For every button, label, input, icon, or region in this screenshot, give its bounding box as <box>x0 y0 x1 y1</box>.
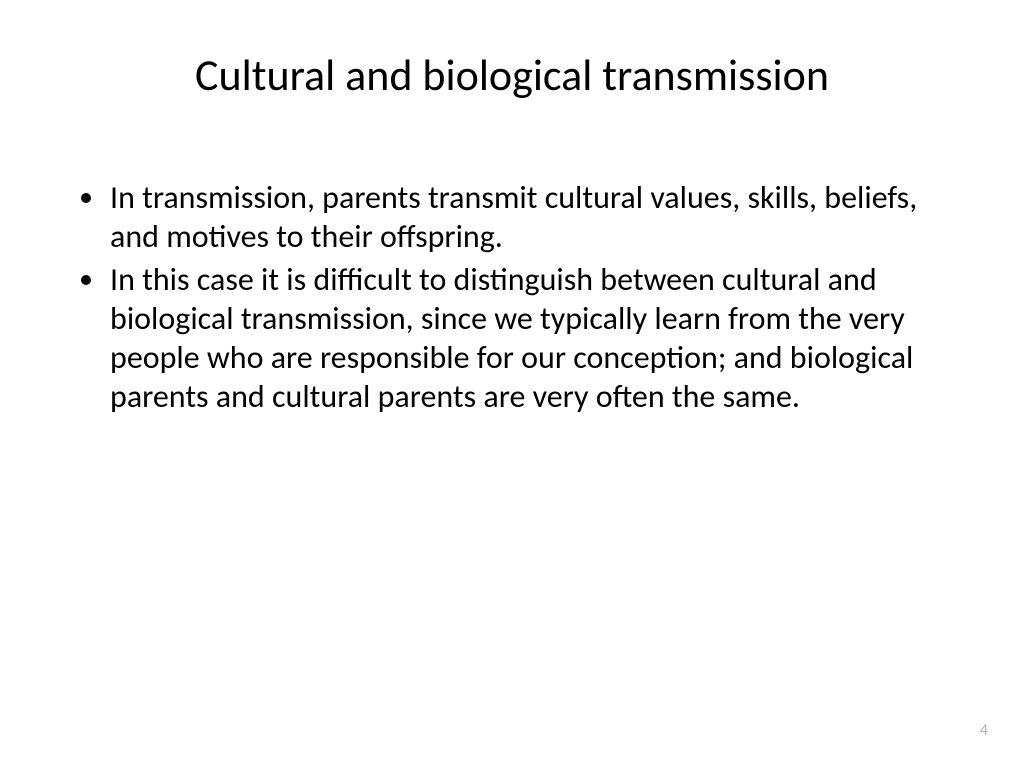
bullet-item: In transmission, parents transmit cultur… <box>108 178 954 256</box>
page-number: 4 <box>980 721 988 740</box>
slide: Cultural and biological transmission In … <box>0 0 1024 768</box>
bullet-list: In transmission, parents transmit cultur… <box>70 178 954 416</box>
slide-title: Cultural and biological transmission <box>0 48 1024 102</box>
slide-body: In transmission, parents transmit cultur… <box>70 178 954 420</box>
bullet-item: In this case it is difficult to distingu… <box>108 260 954 416</box>
